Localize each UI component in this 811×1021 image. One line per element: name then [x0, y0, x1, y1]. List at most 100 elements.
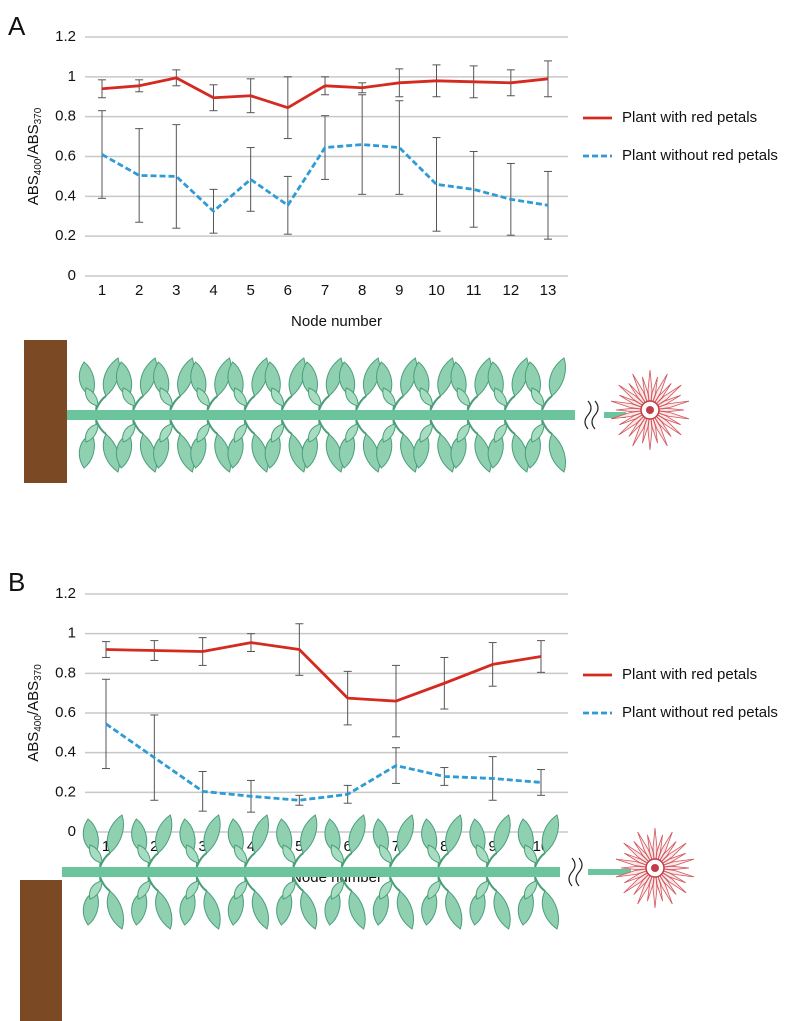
error-bar [135, 128, 144, 223]
y-tick-label: 0.2 [55, 783, 76, 800]
leaf [376, 433, 393, 469]
error-bar [358, 94, 367, 195]
y-axis-label-part: 400 [33, 715, 44, 732]
legend-label: Plant with red petals [622, 109, 757, 126]
leaf [153, 361, 170, 397]
y-axis-label: ABS400/ABS370 [25, 107, 44, 205]
x-tick-label: 1 [102, 838, 110, 855]
leaf [78, 433, 95, 469]
leaf [177, 433, 195, 473]
x-tick-label: 5 [246, 282, 254, 299]
line-series [105, 641, 542, 703]
leaf [300, 890, 318, 930]
leaf [548, 433, 566, 473]
leaf [264, 433, 281, 469]
leaf [338, 433, 356, 469]
leaf [372, 890, 389, 926]
leaf [474, 357, 492, 397]
leaf [493, 890, 511, 930]
plant-illustration [20, 814, 695, 1021]
break-mark [568, 857, 583, 887]
leaf [345, 423, 359, 443]
leaf [233, 423, 248, 443]
x-tick-label: 4 [209, 282, 217, 299]
leaf [308, 387, 322, 407]
leaf [251, 433, 269, 473]
leaf [82, 890, 99, 926]
x-tick-label: 1 [98, 282, 106, 299]
leaf [445, 814, 463, 854]
leaf [131, 818, 148, 854]
leaf [493, 423, 508, 443]
leaf [233, 387, 248, 407]
leaf [427, 880, 441, 900]
leaf [456, 387, 471, 407]
leaf [475, 880, 490, 900]
legend-label: Plant without red petals [622, 704, 778, 721]
leaf [115, 361, 133, 397]
leaf [396, 890, 414, 930]
line-series [101, 76, 549, 110]
y-axis-label-part: ABS [25, 732, 42, 762]
leaf [82, 818, 99, 854]
leaf [177, 357, 195, 397]
x-tick-label: 3 [172, 282, 180, 299]
y-tick-label: 0.4 [55, 744, 76, 761]
leaf [89, 844, 103, 864]
x-axis-label: Node number [291, 313, 382, 330]
leaf [155, 814, 173, 854]
leaf [251, 357, 269, 397]
stem [67, 410, 575, 420]
leaf [450, 361, 467, 397]
leaf [524, 844, 538, 864]
line-series [101, 143, 549, 213]
leaf [474, 433, 492, 473]
petal [654, 858, 695, 869]
leaf [288, 357, 306, 397]
leaf [348, 814, 366, 854]
leaf [325, 433, 343, 473]
leaf [196, 423, 211, 443]
error-bar [395, 100, 404, 195]
leaf [524, 433, 541, 469]
leaf [324, 818, 341, 854]
leaf [153, 433, 170, 469]
leaf [524, 880, 538, 900]
x-tick-label: 9 [395, 282, 403, 299]
y-axis-label-part: 370 [33, 664, 44, 681]
leaf [159, 387, 173, 407]
leaf [190, 361, 207, 397]
y-axis-label: ABS400/ABS370 [25, 664, 44, 762]
y-tick-label: 0.8 [55, 108, 76, 125]
leaf [288, 433, 306, 473]
leaf [140, 357, 158, 397]
leaf [85, 423, 99, 443]
leaf [325, 357, 343, 397]
leaf [338, 361, 356, 397]
leaf [137, 844, 151, 864]
stem [588, 869, 631, 875]
leaf [122, 423, 136, 443]
y-tick-label: 1.2 [55, 585, 76, 602]
plant-illustration [24, 340, 690, 483]
leaf [190, 433, 207, 469]
x-tick-label: 10 [428, 282, 445, 299]
soil [20, 880, 62, 1021]
stem [62, 867, 560, 877]
leaf [251, 890, 269, 930]
leaf [456, 423, 471, 443]
leaf [203, 814, 221, 854]
y-axis-label-part: /ABS [25, 681, 42, 715]
leaf [234, 880, 248, 900]
leaf [379, 880, 393, 900]
x-tick-label: 8 [440, 838, 448, 855]
leaf [106, 814, 124, 854]
y-tick-label: 1 [68, 68, 76, 85]
flower-center [646, 406, 654, 414]
leaf [475, 844, 490, 864]
leaf [264, 361, 281, 397]
leaf [379, 844, 393, 864]
x-tick-label: 5 [295, 838, 303, 855]
leaf [427, 844, 441, 864]
y-axis-label-part: ABS [25, 175, 42, 205]
